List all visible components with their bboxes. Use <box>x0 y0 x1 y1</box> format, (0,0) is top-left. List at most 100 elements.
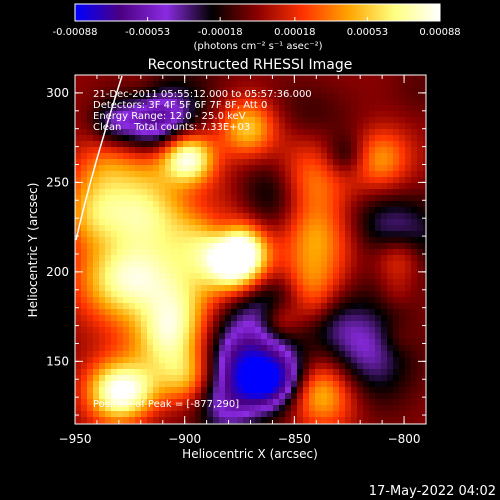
heatmap-cell <box>243 369 250 376</box>
heatmap-cell <box>363 387 370 394</box>
heatmap-cell <box>231 375 238 382</box>
heatmap-cell <box>279 417 286 424</box>
heatmap-cell <box>225 99 232 106</box>
heatmap-cell <box>219 129 226 136</box>
heatmap-cell <box>249 219 256 226</box>
heatmap-cell <box>351 405 358 412</box>
heatmap-cell <box>81 123 88 130</box>
heatmap-cell <box>165 219 172 226</box>
heatmap-cell <box>273 147 280 154</box>
heatmap-cell <box>315 375 322 382</box>
heatmap-cell <box>369 321 376 328</box>
heatmap-cell <box>387 93 394 100</box>
heatmap-cell <box>255 135 262 142</box>
heatmap-cell <box>111 129 118 136</box>
heatmap-cell <box>177 177 184 184</box>
heatmap-cell <box>111 201 118 208</box>
heatmap-cell <box>183 195 190 202</box>
heatmap-cell <box>93 153 100 160</box>
heatmap-cell <box>201 363 208 370</box>
heatmap-cell <box>183 243 190 250</box>
heatmap-cell <box>321 201 328 208</box>
heatmap-cell <box>405 393 412 400</box>
heatmap-cell <box>309 177 316 184</box>
heatmap-cell <box>189 153 196 160</box>
heatmap-cell <box>135 129 142 136</box>
heatmap-cell <box>159 207 166 214</box>
heatmap-cell <box>195 153 202 160</box>
heatmap-cell <box>345 309 352 316</box>
heatmap-cell <box>81 261 88 268</box>
heatmap-cell <box>261 189 268 196</box>
heatmap-cell <box>273 123 280 130</box>
heatmap-cell <box>189 177 196 184</box>
heatmap-cell <box>243 321 250 328</box>
heatmap-cell <box>327 387 334 394</box>
heatmap-cell <box>273 183 280 190</box>
heatmap-cell <box>357 177 364 184</box>
heatmap-cell <box>297 177 304 184</box>
heatmap-cell <box>279 75 286 82</box>
heatmap-cell <box>297 159 304 166</box>
heatmap-cell <box>279 303 286 310</box>
heatmap-cell <box>93 363 100 370</box>
heatmap-cell <box>171 207 178 214</box>
heatmap-cell <box>393 285 400 292</box>
heatmap-cell <box>237 255 244 262</box>
heatmap-cell <box>255 279 262 286</box>
heatmap-cell <box>375 147 382 154</box>
heatmap-cell <box>219 183 226 190</box>
heatmap-cell <box>399 321 406 328</box>
heatmap-cell <box>279 357 286 364</box>
heatmap-cell <box>93 369 100 376</box>
heatmap-cell <box>75 147 82 154</box>
heatmap-cell <box>249 105 256 112</box>
heatmap-cell <box>363 225 370 232</box>
heatmap-cell <box>237 345 244 352</box>
heatmap-cell <box>171 357 178 364</box>
heatmap-cell <box>375 201 382 208</box>
heatmap-cell <box>351 99 358 106</box>
heatmap-cell <box>135 207 142 214</box>
heatmap-cell <box>129 411 136 418</box>
heatmap-cell <box>75 261 82 268</box>
heatmap-cell <box>81 267 88 274</box>
heatmap-cell <box>417 225 424 232</box>
heatmap-cell <box>345 123 352 130</box>
heatmap-cell <box>399 87 406 94</box>
heatmap-cell <box>177 321 184 328</box>
heatmap-cell <box>357 315 364 322</box>
heatmap-cell <box>111 225 118 232</box>
heatmap-cell <box>105 111 112 118</box>
heatmap-cell <box>165 267 172 274</box>
heatmap-cell <box>267 393 274 400</box>
heatmap-cell <box>195 357 202 364</box>
heatmap-cell <box>297 165 304 172</box>
heatmap-cell <box>129 345 136 352</box>
heatmap-cell <box>309 291 316 298</box>
heatmap-cell <box>105 129 112 136</box>
heatmap-cell <box>267 261 274 268</box>
heatmap-cell <box>393 255 400 262</box>
heatmap-cell <box>327 237 334 244</box>
heatmap-cell <box>255 255 262 262</box>
heatmap-cell <box>159 219 166 226</box>
heatmap-cell <box>129 81 136 88</box>
heatmap-cell <box>165 243 172 250</box>
heatmap-cell <box>387 303 394 310</box>
heatmap-cell <box>75 195 82 202</box>
heatmap-cell <box>147 363 154 370</box>
heatmap-cell <box>189 279 196 286</box>
heatmap-cell <box>375 381 382 388</box>
heatmap-cell <box>381 345 388 352</box>
heatmap-cell <box>279 321 286 328</box>
heatmap-cell <box>219 279 226 286</box>
heatmap-cell <box>231 243 238 250</box>
heatmap-cell <box>171 195 178 202</box>
heatmap-cell <box>273 237 280 244</box>
heatmap-cell <box>423 351 426 358</box>
heatmap-cell <box>291 147 298 154</box>
heatmap-cell <box>387 207 394 214</box>
heatmap-cell <box>135 297 142 304</box>
heatmap-cell <box>423 189 426 196</box>
